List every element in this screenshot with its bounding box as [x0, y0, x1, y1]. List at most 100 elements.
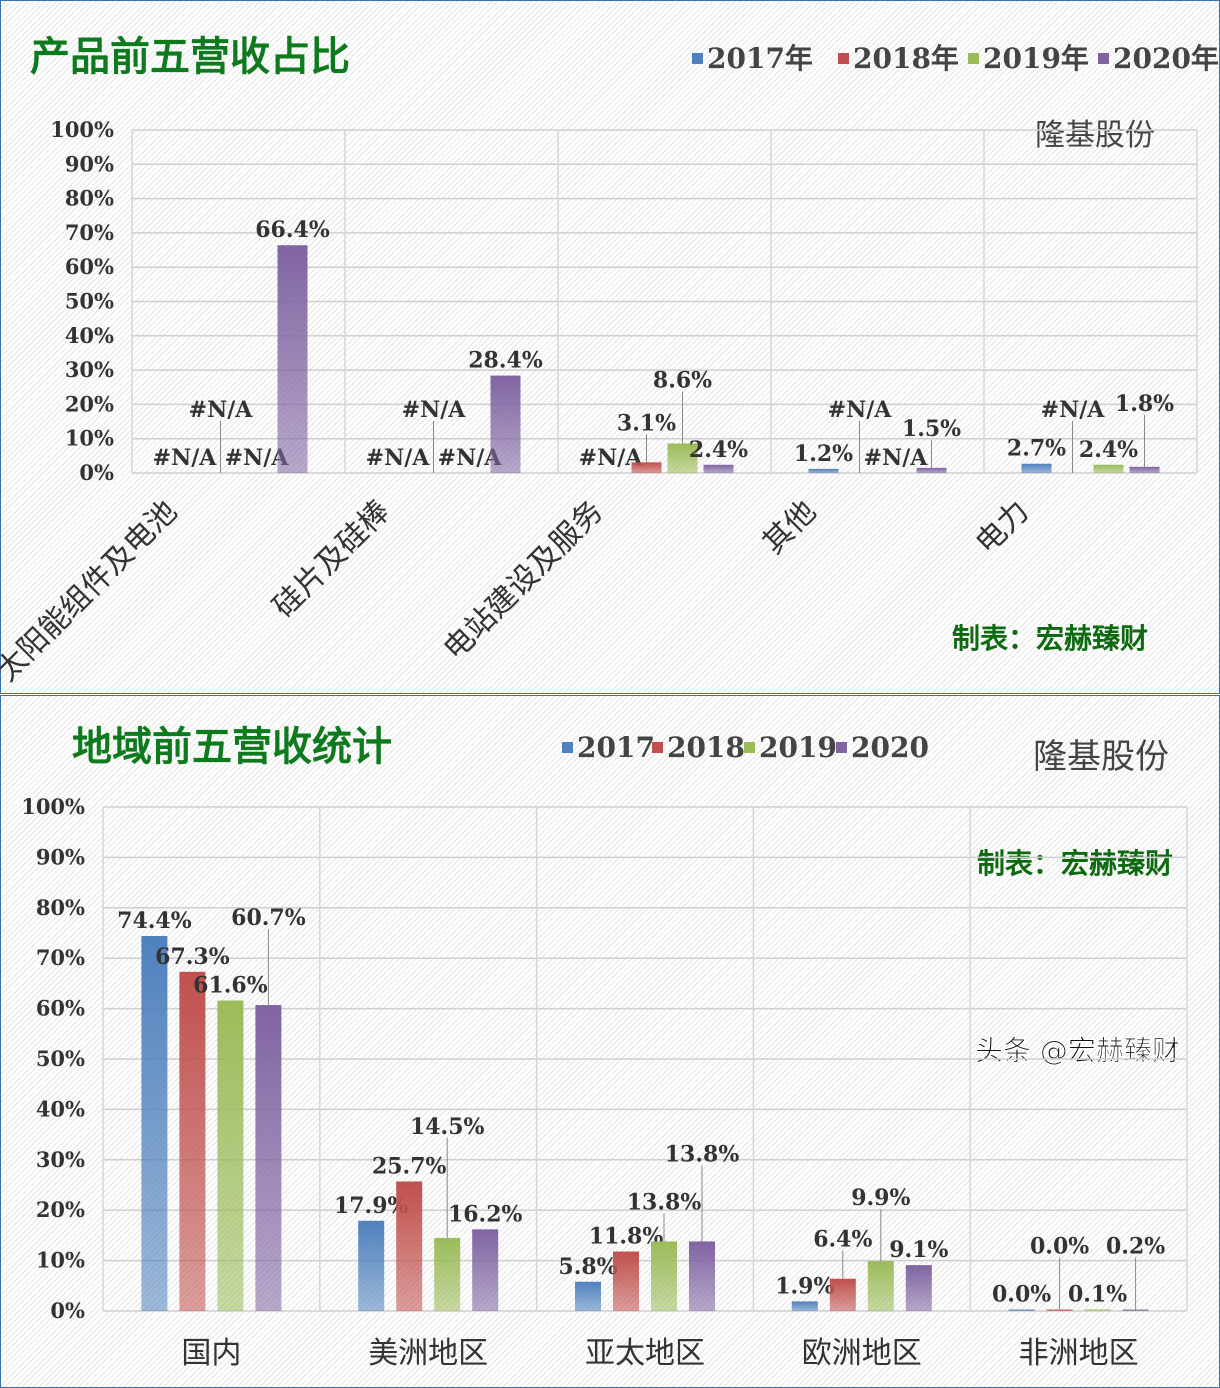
data-label: 25.7%: [372, 1153, 447, 1179]
legend-marker-2017: [562, 742, 573, 753]
y-tick-label: 90%: [65, 151, 114, 176]
y-tick-label: 40%: [65, 323, 114, 348]
data-label: 13.8%: [627, 1189, 702, 1215]
data-label: 17.9%: [334, 1193, 409, 1219]
chart1-brand: 隆基股份: [1035, 118, 1155, 153]
y-tick-label: 20%: [65, 391, 114, 416]
legend-marker-2018: [838, 53, 849, 64]
data-label: 8.6%: [653, 368, 712, 394]
y-tick-label: 0%: [50, 1298, 85, 1323]
bar-2018: [1046, 1309, 1073, 1311]
data-label: 0.1%: [1068, 1282, 1127, 1308]
bar-2020: [905, 1265, 932, 1311]
data-label: 1.8%: [1115, 391, 1174, 417]
legend-label-2020: 2020年: [1113, 42, 1219, 75]
data-label: 66.4%: [255, 217, 330, 243]
x-tick-label: 国内: [181, 1336, 241, 1371]
data-label: 14.5%: [410, 1114, 485, 1140]
data-label: 0.0%: [992, 1282, 1051, 1308]
watermark: 头条 @宏赫臻财: [975, 1034, 1180, 1067]
legend-label-2017: 2017年: [707, 42, 813, 75]
legend-marker-2018: [652, 742, 663, 753]
legend-marker-2020: [836, 742, 847, 753]
data-label: 67.3%: [155, 944, 230, 970]
y-tick-label: 60%: [36, 996, 85, 1021]
bar-2017: [808, 468, 839, 473]
bar-2020: [703, 464, 734, 473]
data-label: 5.8%: [558, 1254, 617, 1280]
bar-2017: [1021, 463, 1052, 473]
product-revenue-panel: [0, 0, 1220, 694]
x-tick-label: 其他: [756, 494, 823, 561]
data-label: 3.1%: [617, 410, 676, 436]
bar-2019: [867, 1261, 894, 1311]
bar-2019: [1093, 464, 1124, 473]
data-label: #N/A: [189, 397, 254, 423]
data-label: 13.8%: [665, 1141, 740, 1167]
data-label: 2.4%: [1079, 437, 1138, 463]
x-tick-label: 美洲地区: [368, 1336, 488, 1371]
chart1-credit: 制表：宏赫臻财: [952, 622, 1148, 655]
x-tick-label: 亚太地区: [585, 1336, 705, 1371]
y-tick-label: 30%: [36, 1147, 85, 1172]
y-tick-label: 50%: [36, 1046, 85, 1071]
bar-2018: [396, 1181, 423, 1311]
data-label: 61.6%: [193, 973, 268, 999]
data-label: 60.7%: [231, 905, 306, 931]
legend-marker-2019: [744, 742, 755, 753]
x-tick-label: 太阳能组件及电池: [0, 494, 184, 688]
x-tick-label: 电力: [969, 494, 1036, 561]
chart1-title: 产品前五营收占比: [30, 33, 350, 80]
bar-2018: [179, 971, 206, 1311]
data-label: 0.0%: [1030, 1234, 1089, 1260]
data-label: 2.7%: [1007, 436, 1066, 462]
y-tick-label: 90%: [36, 844, 85, 869]
bar-2017: [358, 1220, 385, 1311]
chart2-brand: 隆基股份: [1033, 737, 1169, 777]
y-tick-label: 0%: [79, 460, 114, 485]
bar-2020: [1129, 466, 1160, 473]
data-label: 28.4%: [468, 348, 543, 374]
y-tick-label: 10%: [65, 426, 114, 451]
y-tick-label: 70%: [36, 945, 85, 970]
legend-marker-2020: [1098, 53, 1109, 64]
data-label: #N/A: [1041, 397, 1106, 423]
data-label: 9.1%: [889, 1237, 948, 1263]
data-label: 6.4%: [813, 1227, 872, 1253]
bar-2020: [916, 467, 947, 473]
data-label: 0.2%: [1106, 1234, 1165, 1260]
x-tick-label: 电站建设及服务: [437, 494, 610, 667]
chart2-title: 地域前五营收统计: [72, 723, 392, 770]
legend-label-2020: 2020: [851, 731, 929, 764]
data-label: 74.4%: [117, 908, 192, 934]
y-tick-label: 10%: [36, 1248, 85, 1273]
bar-2019: [1084, 1309, 1111, 1311]
y-tick-label: 80%: [36, 895, 85, 920]
bar-2017: [791, 1301, 818, 1311]
chart2: 0% 10% 20% 30% 40% 50% 60% 70% 80% 90% 100% 国内 74.4%…: [21, 731, 1188, 1371]
data-label: #N/A: [153, 445, 218, 471]
legend-marker-2019: [968, 53, 979, 64]
bar-2018: [631, 462, 662, 473]
y-tick-label: 60%: [65, 254, 114, 279]
data-label: 16.2%: [448, 1201, 523, 1227]
leader-lines: [267, 929, 1137, 1310]
legend-label-2019: 2019年: [983, 42, 1089, 75]
bar-2019: [667, 443, 698, 473]
bar-2018: [829, 1278, 856, 1311]
legend-marker-2017: [692, 53, 703, 64]
leader-lines: [220, 391, 1145, 473]
legend-label-2018: 2018年: [853, 42, 959, 75]
y-tick-label: 100%: [21, 794, 85, 819]
bar-2017: [575, 1281, 601, 1311]
data-label: 9.9%: [851, 1185, 910, 1211]
legend-label-2019: 2019: [759, 731, 837, 764]
bar-2020: [255, 1005, 282, 1311]
data-label: 1.5%: [902, 416, 961, 442]
y-tick-label: 70%: [65, 220, 114, 245]
bar-2019: [217, 1000, 244, 1311]
y-tick-label: 30%: [65, 357, 114, 382]
bar-2018: [613, 1251, 639, 1311]
data-label: #N/A: [828, 397, 893, 423]
